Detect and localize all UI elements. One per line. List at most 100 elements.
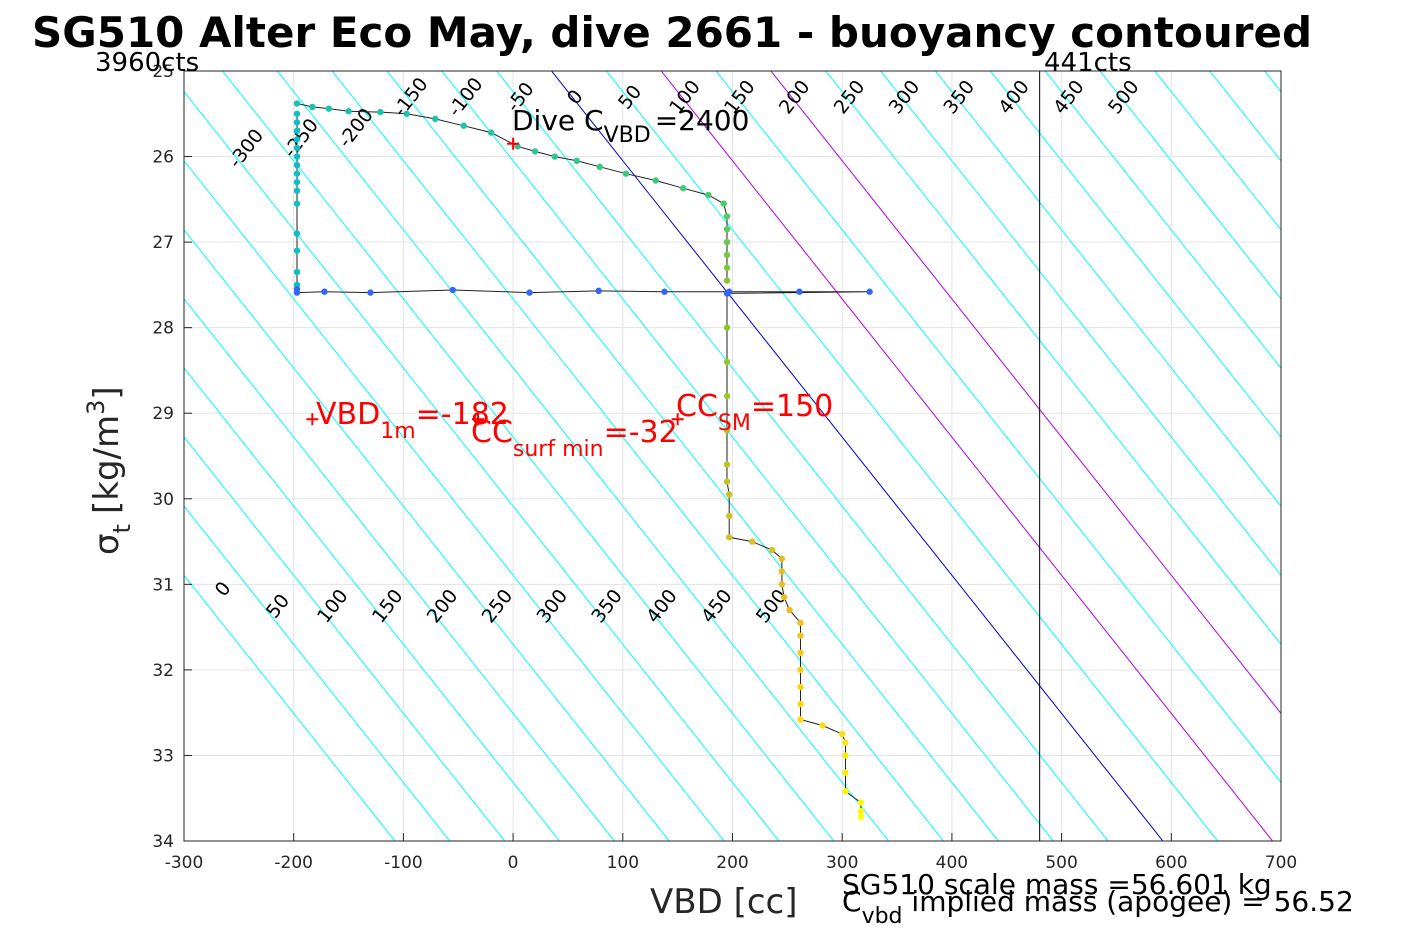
y-axis-label: σt [kg/m3] (82, 386, 136, 555)
x-tick-label: 500 (1045, 853, 1077, 873)
contour-line (184, 505, 451, 841)
data-point (293, 161, 301, 169)
contour-line (331, 71, 945, 841)
x-tick-label: 200 (716, 853, 748, 873)
contour-line (880, 71, 1281, 577)
data-point (293, 136, 301, 143)
data-point (293, 153, 301, 160)
data-point (367, 289, 374, 296)
contour-line (1209, 71, 1281, 162)
contour-line (184, 436, 506, 841)
y-tick-label: 26 (152, 148, 174, 168)
data-point (460, 122, 467, 129)
contour-line (496, 71, 1109, 841)
data-point (857, 799, 865, 806)
x-tick-label: 700 (1265, 853, 1297, 873)
data-point (797, 632, 804, 639)
data-point (778, 581, 786, 588)
y-axis-unit: [kg/m (87, 415, 127, 514)
vbd-1m-annotation: VBD1m=-182 (316, 397, 509, 444)
data-point (573, 157, 580, 165)
contour-line (184, 90, 780, 841)
dive-cvbd-annotation: Dive CVBD =2400 (512, 104, 749, 148)
contour-line (770, 71, 1281, 715)
data-point (723, 277, 731, 284)
x-axis-label: VBD [cc] (650, 882, 798, 922)
data-point (723, 238, 731, 246)
data-point (797, 683, 804, 691)
x-tick-label: -300 (165, 853, 204, 873)
x-tick-label: 400 (936, 853, 968, 873)
data-point (293, 200, 301, 207)
data-point (842, 769, 849, 776)
data-point (797, 716, 804, 723)
data-point (723, 358, 731, 366)
data-point (797, 666, 804, 674)
data-point (293, 100, 301, 107)
implied-mass-text: Cvbd implied mass (apogee) = 56.52 (842, 885, 1354, 929)
contour-line (276, 71, 890, 841)
data-point (857, 813, 865, 821)
data-point (797, 700, 804, 708)
data-point (661, 288, 668, 295)
data-point (377, 108, 384, 116)
scale-mass-text: SG510 scale mass =56.601 kg (842, 868, 1272, 901)
data-point (449, 286, 456, 294)
data-point (595, 287, 602, 295)
data-point (596, 163, 603, 171)
contour-line (1154, 71, 1281, 231)
data-point (293, 230, 301, 237)
svg-text:σt[kg/m3]: σt [kg/m3] (82, 386, 136, 555)
data-point (723, 290, 731, 297)
data-point (723, 427, 731, 434)
contour-line (1361, 0, 1417, 927)
contour-line (1044, 71, 1281, 369)
data-point (796, 288, 803, 295)
contour-line (989, 71, 1281, 438)
data-point (797, 619, 804, 627)
data-point (652, 177, 659, 184)
y-tick-label: 32 (152, 661, 174, 681)
contour-line (605, 71, 1219, 841)
contour-line (184, 229, 670, 841)
data-point (723, 264, 731, 271)
data-point (778, 568, 786, 575)
data-point (842, 739, 849, 746)
data-point (797, 649, 804, 656)
y-tick-label: 29 (152, 404, 174, 424)
data-point (487, 129, 495, 136)
y-axis-subscript: t (108, 524, 136, 533)
data-point (726, 512, 733, 520)
data-point (723, 461, 731, 468)
x-tick-label: -100 (384, 853, 423, 873)
data-point (293, 289, 301, 296)
data-point (723, 478, 731, 485)
contour-line (184, 159, 725, 841)
contour-line (441, 71, 1054, 841)
y-tick-label: 31 (152, 575, 174, 595)
y-axis-close: ] (87, 386, 127, 399)
chart-title: SG510 Alter Eco May, dive 2661 - buoyanc… (32, 8, 1312, 57)
data-point (551, 153, 558, 160)
data-point (526, 289, 533, 296)
data-point (705, 191, 712, 199)
x-tick-label: 100 (607, 853, 639, 873)
data-point (819, 722, 826, 729)
y-tick-label: 34 (152, 832, 174, 852)
y-tick-labels: 25 26 27 28 29 30 31 32 33 34 (152, 62, 192, 852)
contour-line (386, 71, 999, 841)
data-point (786, 606, 793, 614)
cc-surf-min-annotation: CCsurf min=-32 (471, 415, 678, 462)
data-point (842, 788, 849, 795)
contour-line (550, 71, 1164, 841)
x-tick-labels: -300 -200 -100 0 100 200 300 400 500 600 700 (165, 833, 1297, 873)
contour-line (660, 71, 1274, 841)
annotation-markers (306, 137, 684, 426)
data-point (325, 105, 333, 112)
x-tick-label: 0 (508, 853, 519, 873)
contour-line (715, 71, 1281, 784)
data-point (309, 103, 316, 111)
data-point (293, 127, 301, 135)
data-series (293, 100, 873, 821)
